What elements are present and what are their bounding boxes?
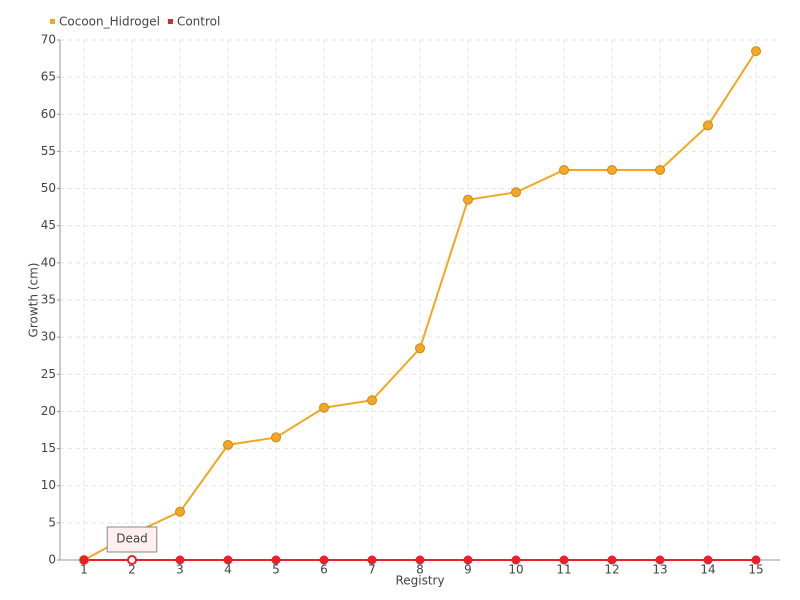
data-point [127, 555, 137, 565]
x-tick-label: 2 [128, 563, 136, 577]
y-tick-label: 25 [41, 367, 56, 381]
data-point [655, 555, 665, 565]
y-tick-label: 5 [48, 515, 56, 529]
data-point [463, 194, 473, 205]
x-tick-label: 5 [272, 563, 280, 577]
data-point [271, 432, 281, 443]
data-point [223, 555, 233, 565]
x-tick-label: 12 [604, 563, 619, 577]
data-point [367, 395, 377, 406]
data-point [223, 439, 233, 450]
data-point [79, 555, 89, 565]
data-point [463, 555, 473, 565]
data-point [751, 46, 761, 57]
data-point [415, 555, 425, 565]
x-tick-label: 6 [320, 563, 328, 577]
data-point [367, 555, 377, 565]
data-point [319, 402, 329, 413]
x-tick-label: 3 [176, 563, 184, 577]
x-axis-label: Registry [395, 574, 444, 588]
x-tick-label: 15 [748, 563, 763, 577]
data-point [271, 555, 281, 565]
data-point [607, 165, 617, 175]
tooltip: Dead [106, 526, 158, 553]
x-tick-label: 7 [368, 563, 376, 577]
data-point [511, 555, 521, 565]
data-point [175, 506, 185, 517]
y-tick-label: 20 [41, 404, 56, 418]
y-tick-label: 10 [41, 478, 56, 492]
y-tick-label: 15 [41, 441, 56, 455]
x-tick-label: 11 [556, 563, 571, 577]
x-tick-label: 14 [700, 563, 715, 577]
y-tick-label: 40 [41, 255, 56, 269]
legend-label: Control [177, 15, 220, 29]
data-point [319, 555, 329, 565]
data-point [559, 555, 569, 565]
y-tick-label: 0 [48, 553, 56, 567]
data-point [655, 165, 665, 175]
tooltip-box [106, 526, 158, 553]
tooltip-text: Dead [116, 532, 148, 546]
y-tick-label: 50 [41, 181, 56, 195]
legend-label: Cocoon_Hidrogel [59, 15, 160, 29]
y-tick-label: 55 [41, 144, 56, 158]
data-point [175, 555, 185, 565]
data-point [559, 165, 569, 175]
x-tick-label: 13 [652, 563, 667, 577]
data-point [415, 343, 425, 354]
y-tick-label: 35 [41, 293, 56, 307]
data-point [607, 555, 617, 565]
data-point [703, 555, 713, 565]
data-point [703, 120, 713, 131]
y-tick-label: 45 [41, 218, 56, 232]
legend-swatch [167, 19, 173, 24]
x-tick-label: 4 [224, 563, 232, 577]
x-tick-label: 8 [416, 563, 424, 577]
x-tick-label: 9 [464, 563, 472, 577]
data-point [751, 555, 761, 565]
x-tick-label: 10 [508, 563, 523, 577]
y-tick-label: 70 [41, 33, 56, 47]
y-tick-label: 65 [41, 70, 56, 84]
y-axis-label: Growth (cm) [27, 263, 41, 338]
data-point [511, 187, 521, 198]
x-tick-label: 1 [80, 563, 88, 577]
y-tick-label: 30 [41, 330, 56, 344]
legend-swatch [50, 19, 55, 24]
y-tick-label: 60 [41, 107, 56, 121]
